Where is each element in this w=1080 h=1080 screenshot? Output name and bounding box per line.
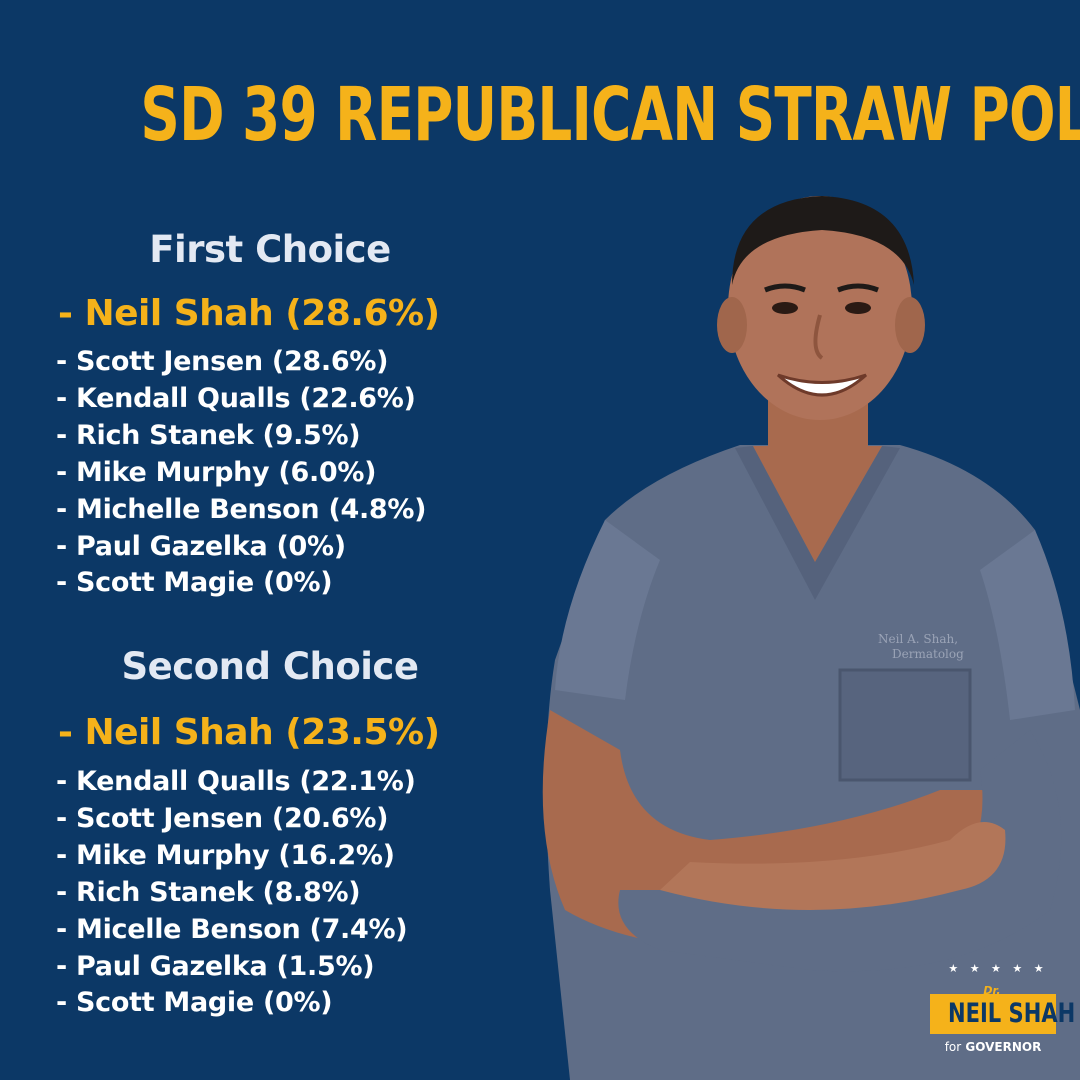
- list-item: - Michelle Benson (4.8%): [56, 493, 427, 525]
- scrub-embroidery-name: Neil A. Shah,: [878, 632, 958, 646]
- list-item: - Scott Magie (0%): [56, 987, 333, 1019]
- list-item: - Kendall Qualls (22.6%): [56, 382, 416, 414]
- candidate-illustration: Neil A. Shah, Dermatolog: [542, 196, 1080, 1080]
- list-item: - Scott Jensen (28.6%): [56, 346, 389, 377]
- first-choice-leader: - Neil Shah (28.6%): [58, 293, 440, 334]
- logo-name: NEIL SHAH: [947, 998, 1076, 1029]
- logo-prefix: Dr.: [983, 984, 1001, 997]
- logo-name-box: NEIL SHAH: [930, 994, 1075, 1034]
- scrub-embroidery-title: Dermatolog: [892, 647, 964, 661]
- list-item: - Mike Murphy (16.2%): [56, 839, 395, 871]
- list-item: - Paul Gazelka (1.5%): [56, 950, 375, 982]
- list-item: - Paul Gazelka (0%): [56, 530, 346, 562]
- second-choice-list: - Kendall Qualls (22.1%) - Scott Jensen …: [56, 764, 416, 1022]
- second-choice-leader: - Neil Shah (23.5%): [58, 712, 440, 753]
- list-item: - Micelle Benson (7.4%): [56, 913, 408, 945]
- star-icons: ★ ★ ★ ★ ★: [948, 962, 1048, 975]
- logo-subtitle: for GOVERNOR: [928, 1040, 1058, 1054]
- logo-office: GOVERNOR: [965, 1040, 1042, 1054]
- list-item: - Rich Stanek (9.5%): [56, 419, 361, 451]
- poll-title: SD 39 REPUBLICAN STRAW POLL: [140, 72, 1080, 158]
- list-item: - Rich Stanek (8.8%): [56, 876, 361, 908]
- candidate-photo: Neil A. Shah, Dermatolog: [510, 190, 1080, 1080]
- campaign-logo: ★ ★ ★ ★ ★ Dr. NEIL SHAH for GOVERNOR: [928, 962, 1075, 1062]
- first-choice-heading: First Choice: [149, 228, 391, 271]
- list-item: - Scott Jensen (20.6%): [56, 802, 389, 834]
- list-item: - Mike Murphy (6.0%): [56, 456, 377, 488]
- logo-for: for: [944, 1040, 962, 1054]
- list-item: - Scott Magie (0%): [56, 567, 333, 599]
- first-choice-list: - Scott Jensen (28.6%) - Kendall Qualls …: [56, 344, 427, 602]
- second-choice-heading: Second Choice: [121, 645, 419, 688]
- list-item: - Kendall Qualls (22.1%): [56, 766, 416, 797]
